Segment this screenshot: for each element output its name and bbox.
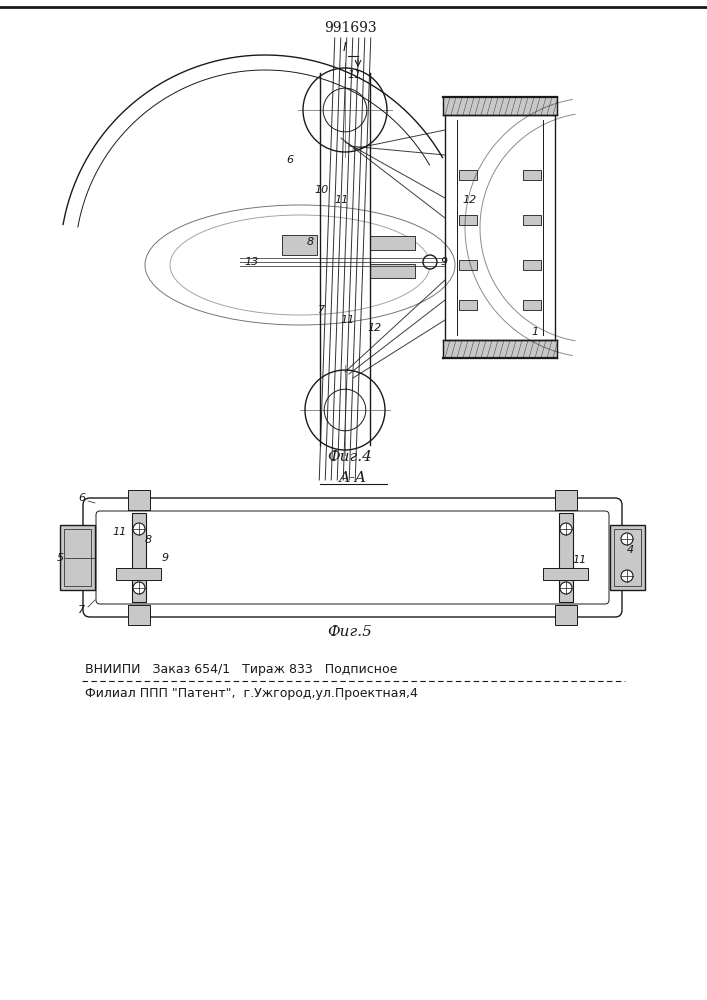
- Bar: [128, 490, 150, 510]
- Text: 4: 4: [626, 545, 633, 555]
- Text: 991693: 991693: [324, 21, 376, 35]
- Circle shape: [423, 255, 437, 269]
- Bar: [459, 170, 477, 180]
- Bar: [559, 513, 573, 602]
- Bar: [132, 513, 146, 602]
- Bar: [370, 236, 415, 250]
- Text: 6: 6: [78, 493, 86, 503]
- Text: 12: 12: [368, 323, 382, 333]
- Text: 7: 7: [318, 305, 325, 315]
- Text: 6: 6: [286, 155, 293, 165]
- Text: 8: 8: [144, 535, 151, 545]
- Bar: [282, 235, 317, 255]
- Bar: [459, 300, 477, 310]
- Bar: [64, 529, 91, 586]
- Bar: [555, 490, 577, 510]
- Text: 13: 13: [245, 257, 259, 267]
- Bar: [459, 215, 477, 225]
- Text: 9: 9: [161, 553, 168, 563]
- Circle shape: [560, 523, 572, 535]
- Text: 11: 11: [573, 555, 587, 565]
- Text: Фиг.4: Фиг.4: [327, 450, 373, 464]
- Bar: [555, 605, 577, 625]
- Bar: [523, 260, 541, 270]
- Bar: [523, 170, 541, 180]
- Text: 11: 11: [113, 527, 127, 537]
- Circle shape: [303, 68, 387, 152]
- Text: ВНИИПИ   Заказ 654/1   Тираж 833   Подписное: ВНИИПИ Заказ 654/1 Тираж 833 Подписное: [85, 664, 397, 676]
- Text: 8: 8: [306, 237, 314, 247]
- Bar: [459, 260, 477, 270]
- Text: 10: 10: [315, 185, 329, 195]
- Bar: [60, 525, 95, 590]
- Bar: [543, 568, 588, 580]
- Text: 11: 11: [341, 315, 355, 325]
- Bar: [523, 300, 541, 310]
- Text: Филиал ППП "Патент",  г.Ужгород,ул.Проектная,4: Филиал ППП "Патент", г.Ужгород,ул.Проект…: [85, 688, 418, 700]
- Text: Фиг.5: Фиг.5: [327, 625, 373, 639]
- Text: 9: 9: [440, 257, 448, 267]
- Bar: [610, 525, 645, 590]
- Text: 1: 1: [532, 327, 539, 337]
- Bar: [614, 529, 641, 586]
- Text: 12: 12: [463, 195, 477, 205]
- Bar: [523, 215, 541, 225]
- Bar: [128, 605, 150, 625]
- Text: 11: 11: [335, 195, 349, 205]
- Text: I: I: [343, 41, 347, 54]
- Bar: [370, 264, 415, 278]
- Text: 11: 11: [348, 70, 362, 80]
- Text: 5: 5: [57, 553, 64, 563]
- Circle shape: [305, 370, 385, 450]
- Text: 7: 7: [78, 605, 86, 615]
- Text: А-А: А-А: [339, 471, 367, 485]
- Circle shape: [621, 570, 633, 582]
- FancyBboxPatch shape: [83, 498, 622, 617]
- Circle shape: [133, 523, 145, 535]
- Circle shape: [621, 533, 633, 545]
- Circle shape: [133, 582, 145, 594]
- Bar: [116, 568, 161, 580]
- Circle shape: [560, 582, 572, 594]
